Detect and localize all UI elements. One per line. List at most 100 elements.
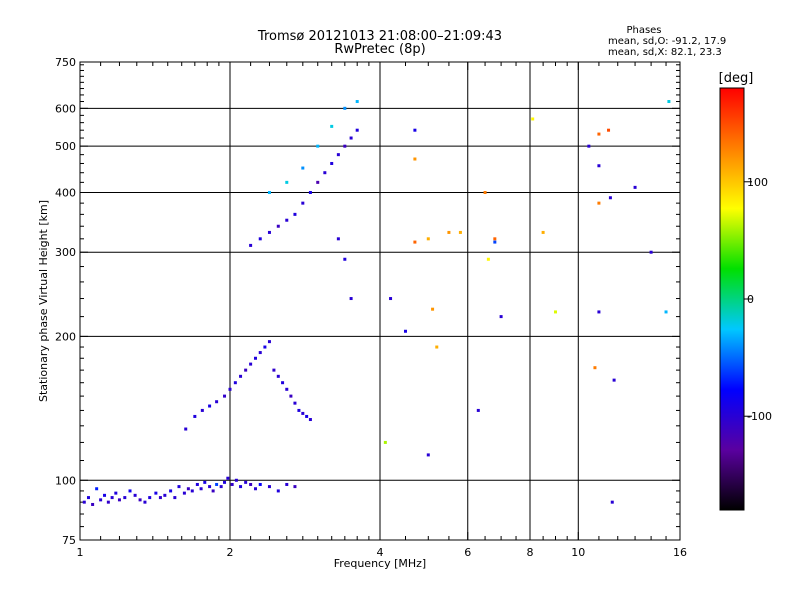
data-point — [263, 345, 267, 349]
phase-stats-title: Phases — [626, 25, 661, 36]
data-point — [239, 485, 243, 489]
data-point — [330, 161, 334, 165]
x-tick-label: 16 — [673, 546, 687, 559]
data-point — [330, 124, 334, 128]
data-point — [249, 362, 253, 366]
data-point — [190, 489, 194, 493]
data-point — [285, 387, 289, 391]
colorbar-tick-label: 0 — [747, 293, 754, 306]
data-point — [553, 310, 557, 314]
y-tick-label: 100 — [55, 474, 76, 487]
data-point — [413, 128, 417, 132]
data-point — [486, 257, 490, 261]
data-point — [323, 171, 327, 175]
data-point — [308, 418, 312, 422]
data-point — [258, 237, 262, 241]
data-point — [403, 329, 407, 333]
y-tick-label: 200 — [55, 330, 76, 343]
data-point — [293, 401, 297, 405]
axis-ticks — [79, 61, 681, 541]
y-axis-label: Stationary phase Virtual Height [km] — [37, 200, 50, 402]
data-point — [285, 180, 289, 184]
data-point — [267, 190, 271, 194]
data-point — [597, 132, 601, 136]
data-point — [597, 164, 601, 168]
y-tick-label: 600 — [55, 102, 76, 115]
colorbar-tick-label: 100 — [747, 176, 768, 189]
data-point — [541, 230, 545, 234]
data-point — [413, 157, 417, 161]
data-point — [230, 482, 234, 486]
data-point — [106, 500, 110, 504]
data-point — [607, 128, 611, 132]
data-point — [123, 496, 127, 500]
data-point — [114, 491, 118, 495]
data-point — [208, 404, 212, 408]
data-point — [208, 485, 212, 489]
data-point — [138, 498, 142, 502]
colorbar-tick-label: -100 — [747, 410, 772, 423]
data-point — [431, 307, 435, 311]
data-point — [276, 489, 280, 493]
data-point — [343, 106, 347, 110]
phase-stats-x: mean, sd,X: 82.1, 23.3 — [608, 47, 722, 58]
data-point — [293, 212, 297, 216]
data-point — [285, 482, 289, 486]
data-point — [244, 368, 248, 372]
data-point — [177, 485, 181, 489]
data-point — [163, 493, 167, 497]
colorbar-label: [deg] — [719, 71, 754, 86]
data-point — [272, 368, 276, 372]
axis-tick-labels: 1 2 4 6 8 10 16 75 100 200 300 400 500 600 750 — [55, 56, 687, 559]
data-point — [349, 297, 353, 301]
data-point — [228, 387, 232, 391]
y-tick-label: 400 — [55, 186, 76, 199]
data-point — [223, 394, 227, 398]
data-point — [499, 315, 503, 319]
data-point — [285, 218, 289, 222]
chart-title: Tromsø 20121013 21:08:00–21:09:43 — [257, 29, 502, 44]
x-tick-label: 10 — [571, 546, 585, 559]
x-tick-label: 2 — [227, 546, 234, 559]
data-point — [199, 487, 203, 491]
data-point — [597, 310, 601, 314]
data-point — [267, 485, 271, 489]
data-point — [95, 487, 99, 491]
data-point — [249, 482, 253, 486]
data-point — [253, 487, 257, 491]
data-point — [82, 500, 86, 504]
phase-colorbar: [deg] 100 0 -100 — [719, 71, 772, 511]
data-point — [612, 378, 616, 382]
data-point — [667, 100, 671, 104]
data-point — [193, 414, 197, 418]
data-point — [389, 297, 393, 301]
x-tick-label: 8 — [527, 546, 534, 559]
data-point — [234, 478, 238, 482]
data-point — [281, 381, 285, 385]
data-point — [593, 366, 597, 370]
data-point — [308, 190, 312, 194]
colorbar-ticks: 100 0 -100 — [744, 176, 772, 423]
data-point — [355, 128, 359, 132]
data-point — [343, 144, 347, 148]
data-point — [244, 480, 248, 484]
data-point — [86, 496, 90, 500]
data-point — [597, 201, 601, 205]
data-point — [316, 180, 320, 184]
data-point — [355, 100, 359, 104]
data-point — [158, 496, 162, 500]
data-point — [664, 310, 668, 314]
data-point — [258, 482, 262, 486]
y-tick-label: 300 — [55, 246, 76, 259]
data-point — [493, 240, 497, 244]
data-point — [253, 356, 257, 360]
data-point — [587, 144, 591, 148]
data-point — [233, 381, 237, 385]
data-point — [493, 237, 497, 241]
data-point — [349, 136, 353, 140]
data-point — [226, 476, 230, 480]
data-point — [476, 408, 480, 412]
data-point — [219, 485, 223, 489]
data-point — [195, 482, 199, 486]
y-tick-label: 75 — [62, 534, 76, 547]
